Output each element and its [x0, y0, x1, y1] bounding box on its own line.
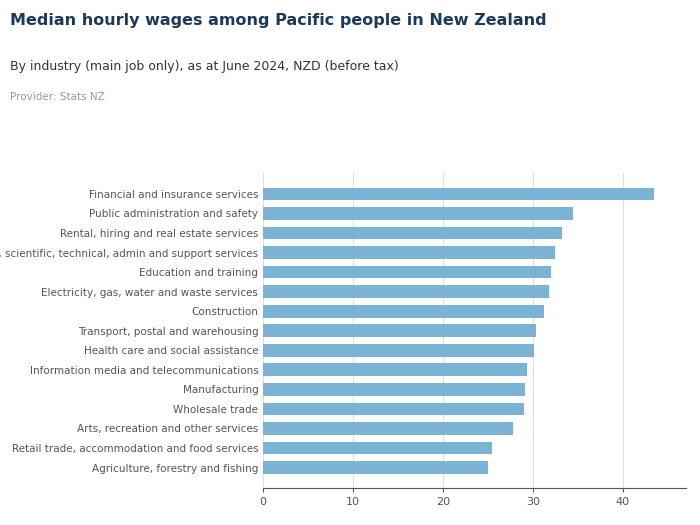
- Bar: [262, 266, 551, 278]
- Bar: [262, 363, 526, 376]
- Text: Provider: Stats NZ: Provider: Stats NZ: [10, 92, 105, 102]
- Text: Median hourly wages among Pacific people in New Zealand: Median hourly wages among Pacific people…: [10, 13, 547, 28]
- Text: figure.nz: figure.nz: [588, 17, 662, 31]
- Bar: [262, 285, 549, 298]
- Bar: [262, 344, 533, 356]
- Bar: [262, 305, 544, 318]
- Bar: [262, 461, 488, 474]
- Bar: [262, 442, 492, 454]
- Bar: [262, 383, 525, 396]
- Bar: [262, 187, 654, 200]
- Bar: [262, 403, 524, 415]
- Bar: [262, 246, 555, 259]
- Bar: [262, 324, 536, 337]
- Bar: [262, 422, 513, 435]
- Bar: [262, 227, 561, 239]
- Bar: [262, 207, 573, 220]
- Text: By industry (main job only), as at June 2024, NZD (before tax): By industry (main job only), as at June …: [10, 60, 399, 74]
